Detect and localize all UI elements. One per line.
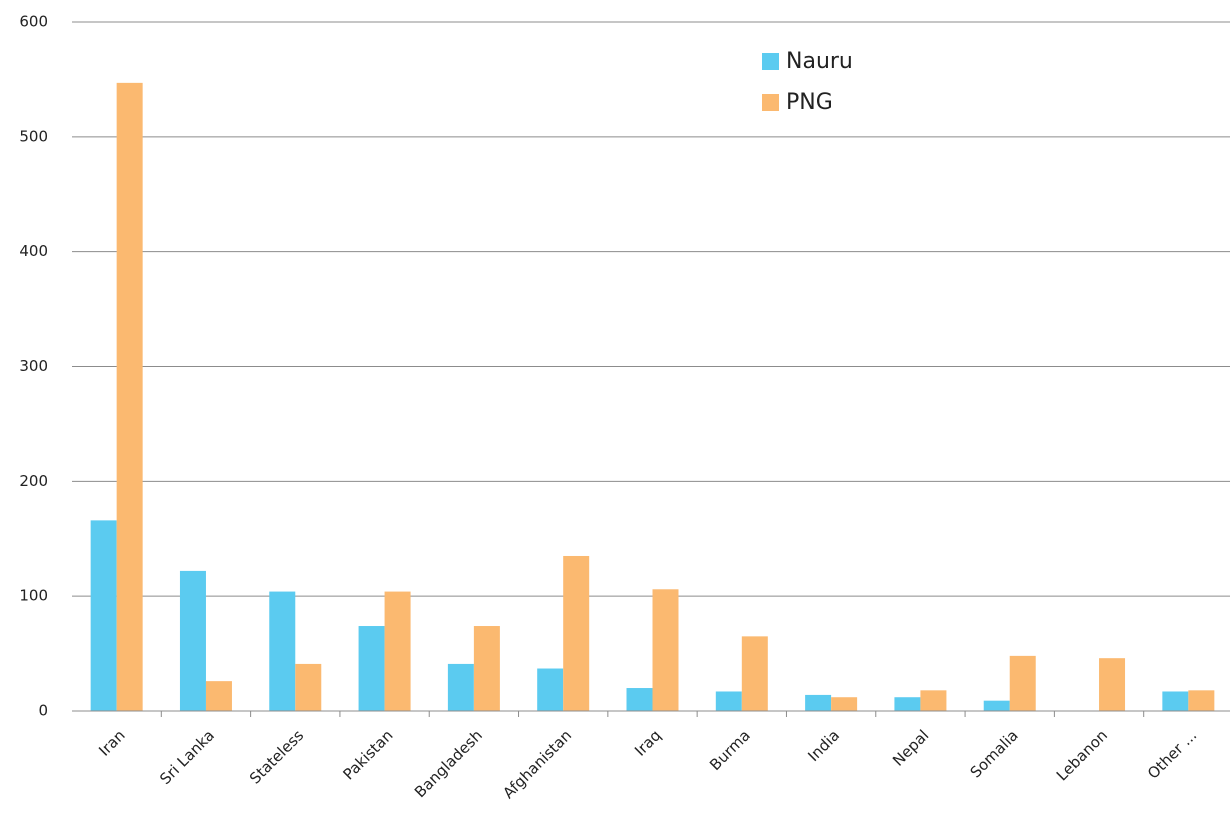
x-tick-label: Iran [95,726,128,759]
bar [179,570,206,711]
x-tick-label: Other ... [1144,726,1200,782]
bar [1162,691,1189,711]
bar [116,82,143,711]
bar [447,663,474,711]
y-tick-label: 400 [19,242,48,260]
bar [652,589,679,711]
legend-swatch [762,53,779,70]
bar [715,691,742,711]
x-tick-label: India [804,726,843,765]
x-tick-label: Somalia [967,726,1022,781]
bar [831,697,858,711]
x-tick-label: Iraq [631,726,664,759]
x-tick-label: Pakistan [339,726,396,783]
y-tick-label: 200 [19,472,48,490]
x-tick-label: Sri Lanka [156,726,218,788]
x-tick-label: Nepal [889,726,932,769]
y-tick-label: 100 [19,587,48,605]
bar [473,626,500,711]
bar [626,688,653,711]
bar [295,663,322,711]
y-tick-label: 300 [19,357,48,375]
bar [384,591,411,711]
bar [205,681,232,711]
y-tick-label: 600 [19,13,48,31]
y-tick-label: 0 [38,702,48,720]
bar [741,636,768,711]
bar [1009,655,1036,711]
x-tick-label: Lebanon [1053,726,1111,784]
bar [537,668,564,711]
bar [983,700,1010,711]
bar [90,520,117,711]
x-tick-label: Afghanistan [499,726,575,802]
y-tick-label: 500 [19,127,48,145]
x-tick-label: Burma [706,726,754,774]
bar [1188,690,1215,711]
bar [563,555,590,711]
x-tick-label: Stateless [246,726,307,787]
legend-swatch [762,94,779,111]
bar [920,690,947,711]
bar [358,626,385,711]
bar [269,591,296,711]
bar [1099,658,1126,711]
legend-label: PNG [786,90,833,115]
x-tick-label: Bangladesh [411,726,486,801]
bar [894,697,921,711]
legend-label: Nauru [786,49,853,74]
bar [805,694,832,711]
